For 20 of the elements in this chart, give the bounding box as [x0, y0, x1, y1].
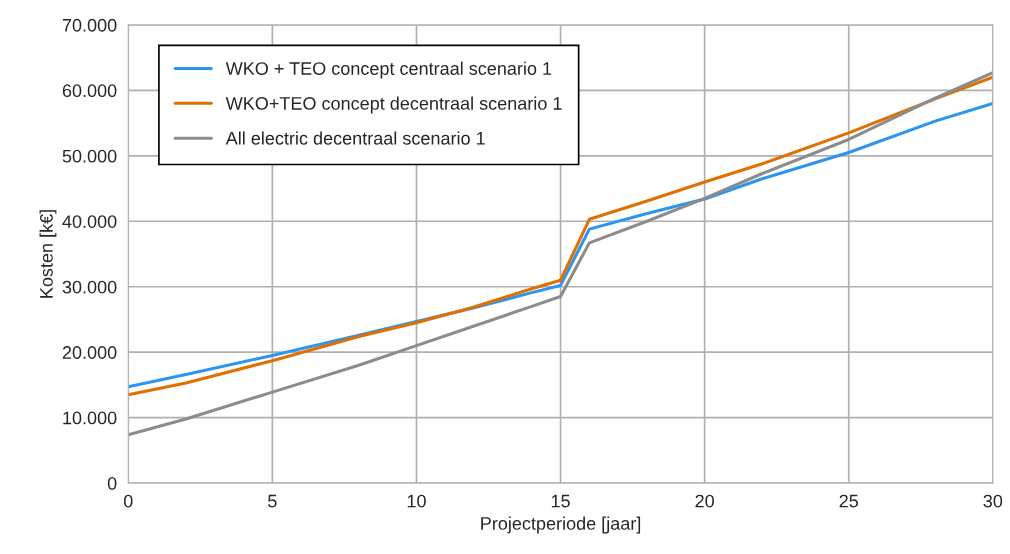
- x-tick-label: 15: [551, 494, 570, 508]
- y-tick-label: 60.000: [62, 84, 117, 98]
- x-tick-label: 10: [407, 494, 426, 508]
- legend-label: All electric decentraal scenario 1: [225, 131, 485, 145]
- x-tick-label: 30: [983, 494, 1003, 508]
- y-tick-label: 50.000: [62, 149, 117, 163]
- y-tick-label: 20.000: [62, 346, 117, 359]
- legend-label: WKO+TEO concept decentraal scenario 1: [225, 96, 562, 114]
- x-tick-label: 20: [695, 494, 714, 508]
- x-axis-title: Projectperiode [jaar]: [481, 516, 641, 534]
- x-tick-label: 25: [839, 494, 859, 508]
- x-tick-label: 5: [268, 494, 277, 508]
- x-tick-label: 0: [123, 494, 133, 508]
- y-axis-title: Kosten [k€]: [39, 210, 57, 298]
- y-tick-label: 10.000: [63, 411, 117, 425]
- y-tick-label: 40.000: [62, 215, 117, 228]
- y-tick-label: 70.000: [62, 18, 117, 32]
- y-tick-label: 30.000: [62, 280, 117, 294]
- y-tick-label: 0: [107, 477, 117, 490]
- legend-label: WKO + TEO concept centraal scenario 1: [225, 61, 552, 79]
